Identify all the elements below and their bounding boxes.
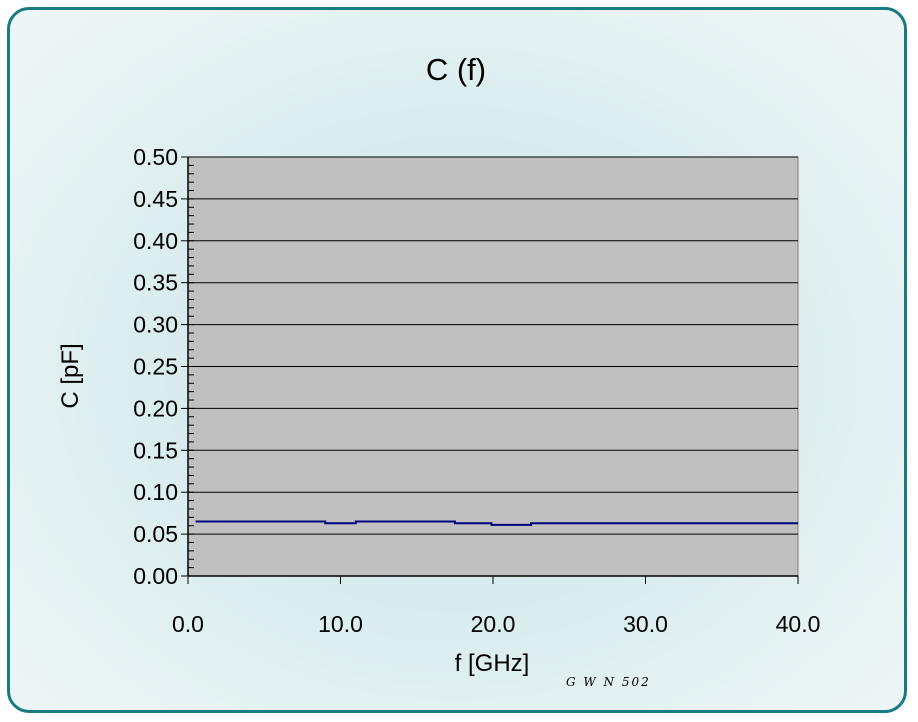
x-tick-label: 0.0 (172, 611, 204, 637)
y-tick-label: 0.10 (133, 479, 178, 505)
x-tick-label: 40.0 (776, 611, 821, 637)
y-tick-label: 0.50 (133, 144, 178, 170)
x-tick-label: 10.0 (318, 611, 363, 637)
x-tick-label: 20.0 (471, 611, 516, 637)
x-tick-label: 30.0 (623, 611, 668, 637)
x-axis-title: f [GHz] (455, 650, 530, 677)
y-tick-label: 0.15 (133, 437, 178, 463)
line-chart: C (f) 0.000.050.100.150.200.250.300.350.… (57, 52, 821, 689)
y-tick-label: 0.20 (133, 395, 178, 421)
series-line (195, 520, 798, 526)
y-tick-label: 0.45 (133, 186, 178, 212)
y-tick-label: 0.40 (133, 228, 178, 254)
grid-lines (188, 156, 798, 535)
chart-title: C (f) (426, 52, 486, 87)
x-axis: 0.0 10.0 20.0 30.0 40.0 (172, 575, 821, 637)
y-axis: 0.00 0.05 0.10 0.15 0.20 0.25 0.30 0.35 0.40 0.45… (133, 144, 190, 589)
y-tick-label: 0.05 (133, 521, 178, 547)
series-layer (195, 520, 798, 526)
y-axis-title: C [pF] (57, 343, 84, 408)
y-tick-label: 0.30 (133, 312, 178, 338)
figure-code-label: G W N 502 (566, 675, 651, 689)
y-tick-label: 0.35 (133, 270, 178, 296)
chart-frame: C (f) 0.00 0.05 0.10 0.15 0.20 0.25 0.30 0.35 0.… (7, 7, 907, 713)
y-tick-label: 0.00 (133, 563, 178, 589)
y-tick-label: 0.25 (133, 354, 178, 380)
